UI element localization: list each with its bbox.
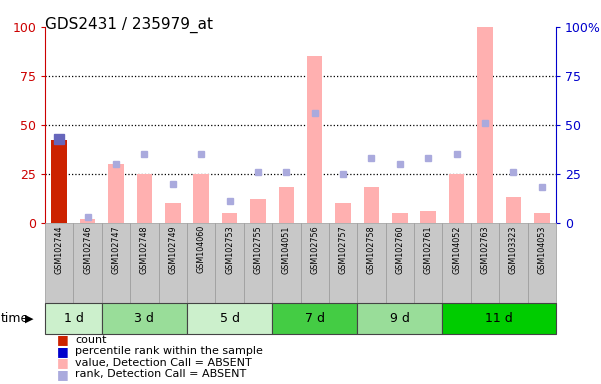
Text: rank, Detection Call = ABSENT: rank, Detection Call = ABSENT [75,369,246,379]
Text: count: count [75,335,106,345]
Text: 9 d: 9 d [390,312,410,325]
Text: 5 d: 5 d [219,312,240,325]
Bar [45,223,73,303]
Bar [165,203,180,223]
Bar [187,303,272,334]
Bar [52,141,67,223]
Text: GSM104051: GSM104051 [282,225,291,273]
Bar [414,223,442,303]
Text: GSM102758: GSM102758 [367,225,376,274]
Text: GSM102757: GSM102757 [338,225,347,274]
Text: GSM102744: GSM102744 [55,225,64,274]
Text: GSM102748: GSM102748 [140,225,149,274]
Bar [335,203,351,223]
Text: ■: ■ [57,333,69,346]
Bar [392,213,407,223]
Bar [307,56,323,223]
Bar [159,223,187,303]
Text: GSM104060: GSM104060 [197,225,206,273]
Text: 1 d: 1 d [64,312,84,325]
Bar [194,174,209,223]
Text: GSM104053: GSM104053 [537,225,546,273]
Bar [477,27,493,223]
Bar [73,223,102,303]
Bar [449,174,465,223]
Text: 3 d: 3 d [135,312,154,325]
Bar [300,223,329,303]
Text: GSM103323: GSM103323 [509,225,518,273]
Bar [244,223,272,303]
Bar [187,223,215,303]
Text: GDS2431 / 235979_at: GDS2431 / 235979_at [45,17,213,33]
Text: GSM104052: GSM104052 [452,225,461,274]
Text: GSM102761: GSM102761 [424,225,433,274]
Text: percentile rank within the sample: percentile rank within the sample [75,346,263,356]
Bar [108,164,124,223]
Bar [102,223,130,303]
Text: 7 d: 7 d [305,312,325,325]
Bar [471,223,499,303]
Bar [136,174,152,223]
Bar [505,197,521,223]
Bar [329,223,357,303]
Bar [421,211,436,223]
Bar [102,303,187,334]
Text: ■: ■ [57,368,69,381]
Bar [80,219,96,223]
Text: GSM102763: GSM102763 [480,225,489,274]
Bar [386,223,414,303]
Text: ■: ■ [57,345,69,358]
Bar [442,303,556,334]
Text: GSM102746: GSM102746 [83,225,92,274]
Text: ■: ■ [57,356,69,369]
Bar [215,223,244,303]
Bar [272,303,357,334]
Text: GSM102749: GSM102749 [168,225,177,274]
Text: time: time [1,312,29,325]
Bar [250,199,266,223]
Text: GSM102756: GSM102756 [310,225,319,274]
Bar [130,223,159,303]
Bar [357,303,442,334]
Bar [534,213,549,223]
Bar [278,187,294,223]
Bar [272,223,300,303]
Bar [364,187,379,223]
Bar [45,303,102,334]
Text: GSM102760: GSM102760 [395,225,404,274]
Bar [357,223,386,303]
Text: GSM102747: GSM102747 [112,225,121,274]
Bar [442,223,471,303]
Text: GSM102753: GSM102753 [225,225,234,274]
Text: 11 d: 11 d [485,312,513,325]
Text: ▶: ▶ [25,314,34,324]
Text: value, Detection Call = ABSENT: value, Detection Call = ABSENT [75,358,252,368]
Bar [499,223,528,303]
Text: GSM102755: GSM102755 [254,225,263,274]
Bar [222,213,237,223]
Bar [528,223,556,303]
